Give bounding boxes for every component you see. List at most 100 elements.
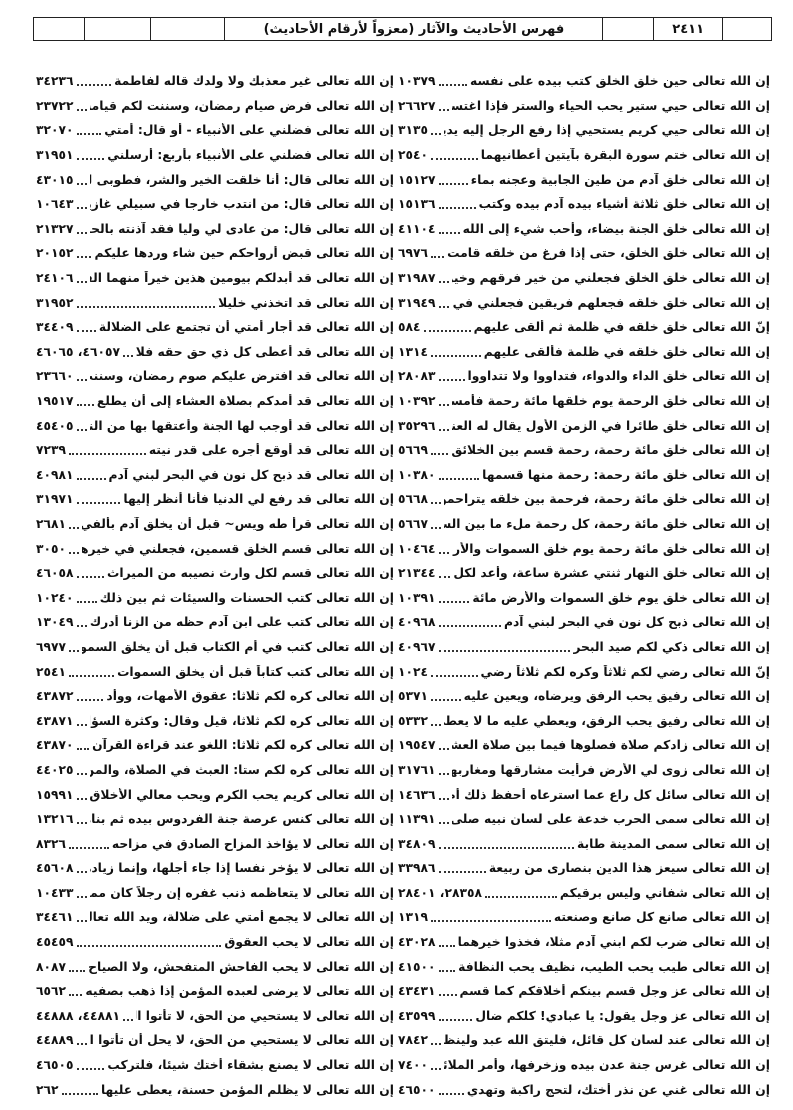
hadith-text: إن الله تعالى غير معذبك ولا ولدك قاله لف…	[114, 74, 394, 89]
hadith-text: إن الله تعالى كره لكم ستا: العبث في الصل…	[89, 762, 394, 777]
leader-dots	[69, 526, 80, 529]
index-entry: إن الله تعالى لا يصنع بشقاء أختك شيئا، ف…	[36, 1053, 394, 1078]
index-entry: إن الله تعالى خلق طائرا في الزمن الأول ي…	[398, 413, 770, 438]
hadith-text: إنّ الله تعالى خلق خلقه في ظلمة ثم ألقى …	[473, 320, 770, 335]
index-column-right: إن الله تعالى حين خلق الخلق كتب بيده على…	[398, 69, 770, 1102]
hadith-number: ٤٦٠٥٨	[36, 566, 74, 581]
hadith-text: إن الله تعالى خلق الجنة بيضاء، وأحب شيء …	[462, 221, 770, 236]
hadith-text: إن الله تعالى كره لكم ثلاثا، قيل وقال: و…	[89, 713, 394, 728]
hadith-number: ٤٣٠٢٨	[398, 935, 436, 950]
index-entry: إنّ الله تعالى رضي لكم ثلاثاً وكره لكم ث…	[398, 659, 770, 684]
leader-dots	[76, 772, 87, 775]
leader-dots	[438, 182, 468, 185]
leader-dots	[76, 84, 112, 87]
hadith-text: إن الله تعالى كتب كتاباً قبل أن يخلق الس…	[117, 664, 394, 679]
page-number: ٢٤١١	[654, 18, 724, 40]
hadith-text: إن الله تعالى سائل كل راع عما استرعاه أح…	[451, 787, 770, 802]
hadith-text: إن الله تعالى كره لكم ثلاثا: اللغو عند ق…	[92, 738, 394, 753]
index-entry: إن الله تعالى خلق خلقه في ظلمة فألقى علي…	[398, 340, 770, 365]
hadith-text: إن الله تعالى كريم يحب الكرم ويحب معالي …	[89, 787, 394, 802]
index-entry: إن الله تعالى كنس عرصة جنة الفردوس بيده …	[36, 807, 394, 832]
hadith-number: ٢٣٦٦٠	[36, 369, 74, 384]
hadith-text: إنّ الله تعالى رضي لكم ثلاثاً وكره لكم ث…	[480, 664, 771, 679]
hadith-number: ٣٣٩٨٦	[398, 861, 436, 876]
running-header: فهرس الأحاديث والآثار (معزواً لأرقام الأ…	[33, 17, 772, 41]
hadith-text: إن الله تعالى خلق يوم خلق السموات والأرض…	[472, 590, 770, 605]
leader-dots	[438, 428, 449, 431]
index-entry: إن الله تعالى سائل كل راع عما استرعاه أح…	[398, 782, 770, 807]
hadith-text: إن الله تعالى لا يصنع بشقاء أختك شيئا، ف…	[107, 1058, 394, 1073]
index-entry: إن الله تعالى ذكي لكم صيد البحر ٤٠٩٦٧	[398, 635, 770, 660]
leader-dots	[431, 920, 551, 923]
leader-dots	[438, 846, 574, 849]
index-entry: إن الله تعالى لا يتعاظمه ذنب غفره إن رجل…	[36, 881, 394, 906]
hadith-number: ١٠٤٣٣	[36, 885, 74, 900]
hadith-number: ٨٣٢٦	[36, 836, 67, 851]
hadith-text: إن الله تعالى عز وجل يقول: يا عبادي! كلك…	[475, 1008, 770, 1023]
leader-dots	[76, 1043, 87, 1046]
index-entry: إن الله تعالى رفيق يحب الرفق، ويعطي عليه…	[398, 708, 770, 733]
index-entry: إن الله تعالى قسم الخلق قسمين، فجعلني في…	[36, 536, 394, 561]
index-entry: إن الله تعالى قال: من عادى لي وليا فقد آ…	[36, 217, 394, 242]
leader-dots	[431, 133, 442, 136]
hadith-number: ٧٨٤٢	[398, 1033, 429, 1048]
hadith-text: إن الله تعالى حين خلق الخلق كتب بيده على…	[470, 74, 770, 89]
index-entry: إن الله تعالى غير معذبك ولا ولدك قاله لف…	[36, 69, 394, 94]
leader-dots	[431, 526, 442, 529]
leader-dots	[438, 797, 449, 800]
hadith-number: ١٩٥٤٧	[398, 738, 436, 753]
index-entry: إن الله تعالى زوى لي الأرض فرأيت مشارقها…	[398, 758, 770, 783]
hadith-text: إن الله تعالى لا يحب الفاحش المتفحش، ولا…	[88, 959, 394, 974]
index-column-left: إن الله تعالى غير معذبك ولا ولدك قاله لف…	[36, 69, 394, 1102]
hadith-text: إن الله تعالى خلق النهار ثنتي عشرة ساعة،…	[453, 566, 770, 581]
leader-dots	[76, 822, 87, 825]
hadith-text: إن الله تعالى خلق الداء والدواء، فتداووا…	[467, 369, 770, 384]
leader-dots	[76, 502, 121, 505]
leader-dots	[76, 330, 96, 333]
hadith-number: ٢٥٤١	[36, 664, 67, 679]
hadith-number: ٧٢٣٩	[36, 443, 67, 458]
leader-dots	[438, 822, 449, 825]
leader-dots	[438, 871, 486, 874]
leader-dots	[485, 895, 557, 898]
index-entry: إن الله تعالى ضرب لكم ابني آدم مثلا، فخذ…	[398, 930, 770, 955]
index-entry: إن الله تعالى ذبح كل نون في البحر لبني آ…	[398, 610, 770, 635]
index-entry: إن الله تعالى حيي كريم يستحيي إذا رفع ال…	[398, 118, 770, 143]
hadith-text: إن الله تعالى سمى المدينة طابة	[577, 836, 770, 851]
hadith-number: ١٠٢٤	[398, 664, 429, 679]
hadith-number: ٣٢٠٧٠	[36, 123, 74, 138]
leader-dots	[123, 354, 134, 357]
header-empty-cell	[603, 18, 654, 40]
leader-dots	[438, 576, 451, 579]
hadith-text: إن الله تعالى غني عن نذر أختك، لتحج راكب…	[466, 1082, 770, 1097]
index-entry: إن الله تعالى قبض أرواحكم حين شاء وردها …	[36, 241, 394, 266]
index-entry: إن الله تعالى فرض صيام رمضان، وسننت لكم …	[36, 94, 394, 119]
index-entry: إن الله تعالى فضلني على الأنبياء - أو قا…	[36, 118, 394, 143]
hadith-number: ٤٥٦٠٨	[36, 861, 74, 876]
hadith-text: إن الله تعالى لا يجمع أمتي على ضلالة، وي…	[89, 910, 394, 925]
hadith-text: إن الله تعالى لا يستحيي من الحق، لا تأتو…	[136, 1008, 394, 1023]
index-entry: إن الله تعالى قد اتخذني خليلا ٣١٩٥٢	[36, 290, 394, 315]
index-entry: إن الله تعالى كره لكم ثلاثا: اللغو عند ق…	[36, 733, 394, 758]
hadith-number: ١٥١٢٧	[398, 172, 436, 187]
index-entry: إن الله تعالى خلق آدم من طين الجابية وعج…	[398, 167, 770, 192]
leader-dots	[438, 551, 449, 554]
hadith-text: إن الله تعالى لا يؤخر نفسا إذا جاء أجلها…	[90, 861, 394, 876]
hadith-text: إن الله تعالى خلق مائة رحمة يوم خلق السم…	[451, 541, 770, 556]
index-entry: إن الله تعالى ختم سورة البقرة بآيتين أعط…	[398, 143, 770, 168]
hadith-text: إن الله تعالى قد أمدكم بصلاة العشاء إلى …	[96, 394, 394, 409]
index-entry: إن الله تعالى كره لكم ثلاثا: عقوق الأمها…	[36, 684, 394, 709]
leader-dots	[69, 453, 146, 456]
hadith-number: ٤٦٥٠٥	[36, 1058, 74, 1073]
leader-dots	[438, 1018, 473, 1021]
hadith-text: إن الله تعالى خلق الخلق فجعلني من خير فر…	[451, 271, 770, 286]
hadith-text: إن الله تعالى قد أبدلكم بيومين هذين خيرا…	[89, 271, 394, 286]
hadith-text: إن الله تعالى كتب على ابن آدم حظه من الز…	[89, 615, 394, 630]
leader-dots	[438, 379, 465, 382]
hadith-text: إن الله تعالى خلق مائة رحمة: رحمة منها ق…	[482, 467, 770, 482]
hadith-text: إن الله تعالى صانع كل صانع وصنعته	[553, 910, 770, 925]
hadith-text: إن الله تعالى رفيق يحب الرفق ويرضاه، ويع…	[463, 689, 770, 704]
hadith-text: إن الله تعالى قد أجار أمتي أن تجتمع على …	[98, 320, 394, 335]
leader-dots	[76, 625, 87, 628]
hadith-number: ٥٨٤	[398, 320, 421, 335]
